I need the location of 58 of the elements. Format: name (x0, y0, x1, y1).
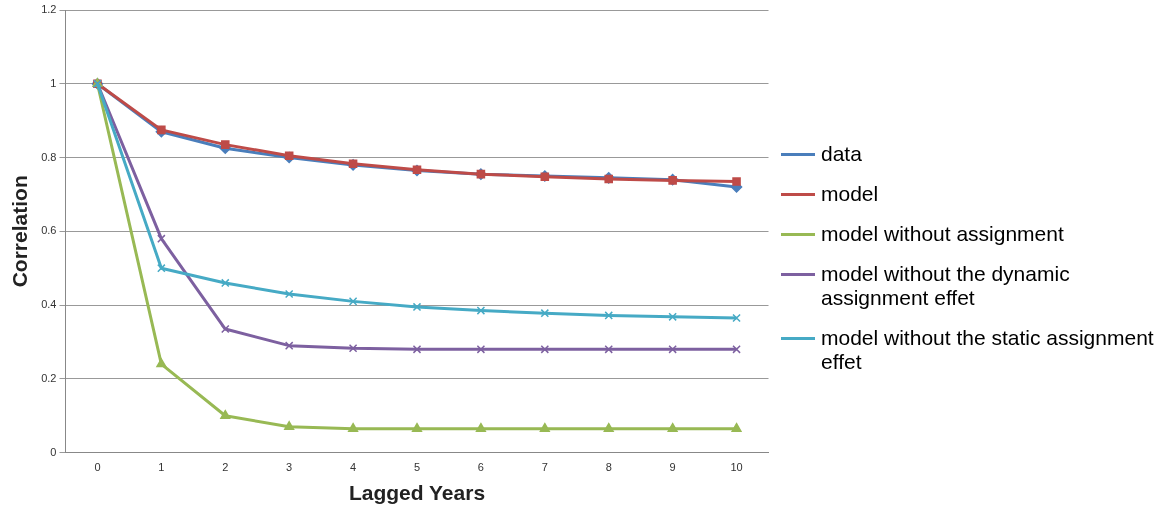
point (732, 177, 741, 186)
point (411, 422, 423, 432)
point (348, 297, 358, 306)
x-tick-label: 0 (94, 461, 101, 474)
point (157, 234, 166, 243)
x-tick-label: 10 (730, 461, 743, 474)
point (732, 313, 741, 323)
legend-label: model without the static assignment effet (821, 326, 1155, 374)
point (348, 343, 358, 353)
x-tick-label: 5 (413, 461, 421, 474)
point (284, 421, 295, 431)
point (284, 289, 294, 299)
point (603, 422, 614, 432)
x-tick-label: 7 (541, 461, 548, 474)
point (540, 308, 550, 318)
point (731, 422, 742, 432)
point (539, 422, 550, 432)
x-tick-label: 1 (158, 461, 165, 474)
point (476, 306, 486, 315)
legend-label: data (821, 142, 862, 166)
y-tick-label: 1.2 (41, 3, 57, 16)
point (220, 140, 230, 149)
point (668, 312, 677, 322)
x-tick-label: 4 (350, 461, 357, 474)
y-tick-label: 0.2 (41, 371, 57, 384)
legend-label: model (821, 182, 879, 206)
point (668, 345, 677, 354)
point (604, 311, 614, 320)
point (412, 345, 422, 354)
point (156, 358, 167, 368)
point (476, 345, 486, 354)
y-tick-label: 0.4 (41, 298, 57, 311)
point (284, 341, 294, 350)
legend-label: model without assignment (821, 222, 1064, 246)
point (348, 422, 359, 432)
point (732, 345, 741, 354)
y-tick-label: 0.6 (41, 224, 57, 237)
point (220, 278, 230, 288)
x-tick-label: 3 (286, 461, 293, 474)
point (220, 409, 231, 419)
y-tick-label: 0.8 (41, 150, 57, 163)
point (604, 345, 614, 354)
legend-label: model without the dynamic assignment effet (821, 262, 1071, 310)
point (475, 422, 486, 432)
point (284, 151, 294, 160)
x-tick-label: 6 (477, 461, 484, 474)
x-tick-label: 9 (669, 461, 676, 474)
point (157, 263, 166, 273)
point (220, 324, 230, 334)
x-tick-label: 2 (222, 461, 229, 474)
y-tick-label: 0 (50, 445, 57, 458)
x-tick-label: 8 (605, 461, 612, 474)
point (412, 302, 422, 312)
point (540, 345, 550, 354)
y-tick-label: 1 (50, 76, 57, 89)
y-axis-title: Correlation (8, 175, 32, 288)
point (667, 422, 678, 432)
x-axis-title: Lagged Years (348, 481, 486, 505)
